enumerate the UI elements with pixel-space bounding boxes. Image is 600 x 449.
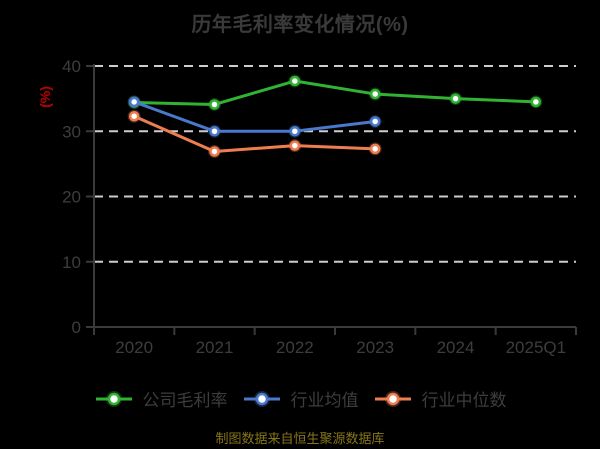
legend-label-company-gross-margin: 公司毛利率 [142,391,228,410]
chart-title: 历年毛利率变化情况(%) [191,14,409,36]
data-source-note: 制图数据来自恒生聚源数据库 [215,431,385,446]
x-tick-label-2020: 2020 [115,338,153,357]
x-axis: 2020 2021 2022 2023 2024 2025Q1 [93,326,577,357]
series-line-company-gross-margin [132,79,538,106]
series-industry-median [127,109,382,158]
legend-item-industry-median[interactable]: 行业中位数 [373,386,507,411]
data-point-industry-average [289,126,301,137]
y-tick-label: 10 [62,253,81,272]
line-chart: 0 10 20 30 40 (%) 2020 2021 2022 2023 2024 2025Q1 [37,57,577,357]
data-point-company-gross-margin [450,93,461,104]
chart-legend: 公司毛利率 行业均值 行业中位数 [0,386,600,411]
data-point-company-gross-margin [209,99,220,110]
legend-marker-icon [95,390,132,407]
x-tick-label-2021: 2021 [196,338,234,357]
x-tick-label-2023: 2023 [356,338,394,357]
series-line-industry-average [132,100,377,133]
data-point-company-gross-margin [530,96,542,108]
legend-label-industry-median: 行业中位数 [421,391,507,410]
series-company-gross-margin [127,74,543,111]
data-point-industry-average [128,96,140,108]
y-tick-label: 20 [62,188,81,207]
legend-marker-icon [374,390,411,407]
legend-item-company-gross-margin[interactable]: 公司毛利率 [94,386,228,411]
legend-label-industry-average: 行业均值 [290,391,359,410]
data-point-industry-average [209,126,220,137]
data-point-industry-median [128,110,140,122]
data-point-industry-median [289,140,301,151]
data-point-industry-median [369,143,381,155]
y-axis: 0 10 20 30 40 [62,57,95,337]
series-industry-average [127,95,382,138]
legend-marker-icon [243,390,280,407]
data-point-company-gross-margin [369,88,381,100]
data-point-industry-average [369,116,381,127]
x-tick-label-2025Q1: 2025Q1 [506,338,567,357]
data-point-company-gross-margin [289,75,301,87]
series-line-industry-median [132,114,377,153]
y-tick-label: 40 [62,57,81,76]
y-tick-label: 30 [62,122,81,141]
gridlines [94,65,576,263]
y-axis-name: (%) [37,86,53,108]
data-point-industry-median [209,146,220,157]
y-tick-label: 0 [72,318,81,337]
legend-item-industry-average[interactable]: 行业均值 [242,386,359,411]
x-tick-label-2022: 2022 [276,338,314,357]
x-tick-label-2024: 2024 [437,338,475,357]
